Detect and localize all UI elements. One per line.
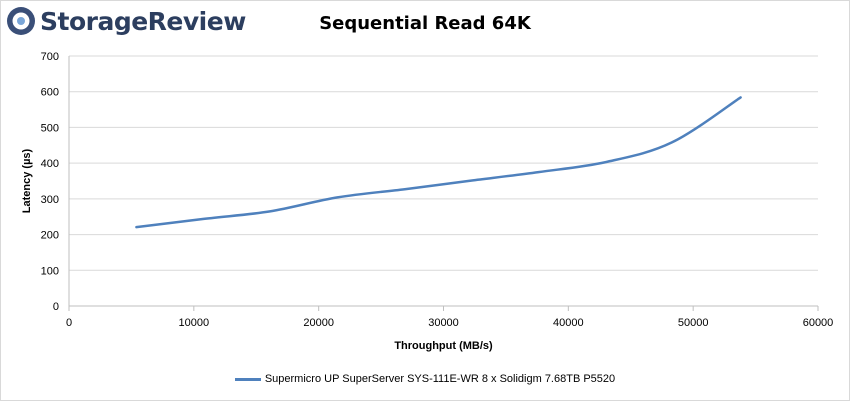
x-tick-label: 10000 [179, 317, 210, 329]
series-line [135, 96, 742, 229]
x-tick-label: 0 [66, 317, 72, 329]
brand-logo: StorageReview [6, 3, 246, 39]
y-tick-label: 600 [41, 87, 59, 99]
storagereview-logo-icon [7, 7, 35, 35]
y-tick-label: 400 [41, 158, 59, 170]
y-axis-title: Latency (µs) [21, 148, 33, 213]
y-tick-label: 100 [41, 265, 59, 277]
x-axis-title: Throughput (MB/s) [394, 340, 493, 352]
legend-series-label: Supermicro UP SuperServer SYS-111E-WR 8 … [264, 373, 616, 385]
x-tick-label: 20000 [303, 317, 334, 329]
y-tick-label: 500 [41, 122, 59, 134]
y-tick-label: 200 [41, 230, 59, 242]
y-tick-label: 700 [41, 51, 59, 63]
chart-title: Sequential Read 64K [319, 13, 531, 34]
brand-name: StorageReview [40, 6, 246, 36]
y-tick-label: 300 [41, 194, 59, 206]
chart-legend: Supermicro UP SuperServer SYS-111E-WR 8 … [0, 373, 850, 385]
x-tick-label: 30000 [428, 317, 459, 329]
x-tick-label: 50000 [678, 317, 709, 329]
x-tick-label: 60000 [803, 317, 834, 329]
legend-swatch [234, 377, 261, 381]
y-tick-label: 0 [53, 301, 59, 313]
x-tick-label: 40000 [553, 317, 584, 329]
